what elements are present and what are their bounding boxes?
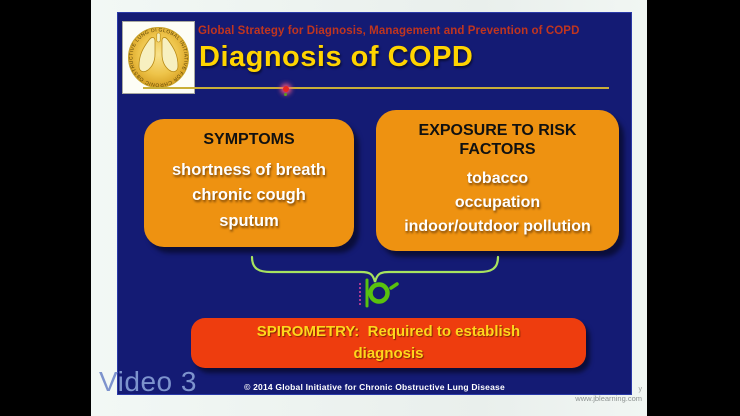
symptom-item: chronic cough bbox=[192, 186, 306, 205]
presentation-slide: GLOBAL INITIATIVE FOR CHRONIC OBSTRUCTIV… bbox=[117, 12, 632, 395]
curly-brace-icon bbox=[249, 255, 501, 285]
exposure-item: indoor/outdoor pollution bbox=[404, 217, 591, 235]
symptom-item: shortness of breath bbox=[171, 160, 327, 179]
symptoms-heading: SYMPTOMS bbox=[203, 131, 295, 149]
exposure-item: occupation bbox=[454, 193, 541, 211]
video-surface[interactable]: GLOBAL INITIATIVE FOR CHRONIC OBSTRUCTIV… bbox=[91, 0, 647, 416]
spirometry-label: SPIROMETRY: bbox=[256, 322, 360, 340]
strategy-subtitle: Global Strategy for Diagnosis, Managemen… bbox=[198, 25, 580, 37]
video-number-label: Video 3 bbox=[99, 366, 197, 397]
jblearning-watermark: y www.jblearning.com bbox=[575, 385, 642, 404]
symptom-item: sputum bbox=[219, 211, 279, 230]
exposure-item: tobacco bbox=[466, 169, 529, 187]
exposure-heading: EXPOSURE TO RISK FACTORS bbox=[418, 122, 577, 158]
gold-initiative-logo-icon: GLOBAL INITIATIVE FOR CHRONIC OBSTRUCTIV… bbox=[120, 17, 195, 94]
watermark-fragment: y bbox=[638, 386, 643, 393]
spirometry-text: Required to establish diagnosis bbox=[353, 322, 521, 363]
exposure-box: EXPOSURE TO RISK FACTORS tobacco occupat… bbox=[376, 110, 619, 251]
phi-pointer-icon bbox=[356, 275, 404, 309]
slide-title: Diagnosis of COPD bbox=[199, 41, 474, 73]
laser-pointer-dot-icon bbox=[283, 86, 289, 96]
copyright-footer: © 2014 Global Initiative for Chronic Obs… bbox=[244, 382, 505, 392]
watermark-url: www.jblearning.com bbox=[575, 394, 642, 404]
spirometry-box: SPIROMETRY: Required to establish diagno… bbox=[191, 318, 586, 368]
title-divider bbox=[143, 87, 609, 89]
symptoms-box: SYMPTOMS shortness of breath chronic cou… bbox=[144, 119, 354, 247]
